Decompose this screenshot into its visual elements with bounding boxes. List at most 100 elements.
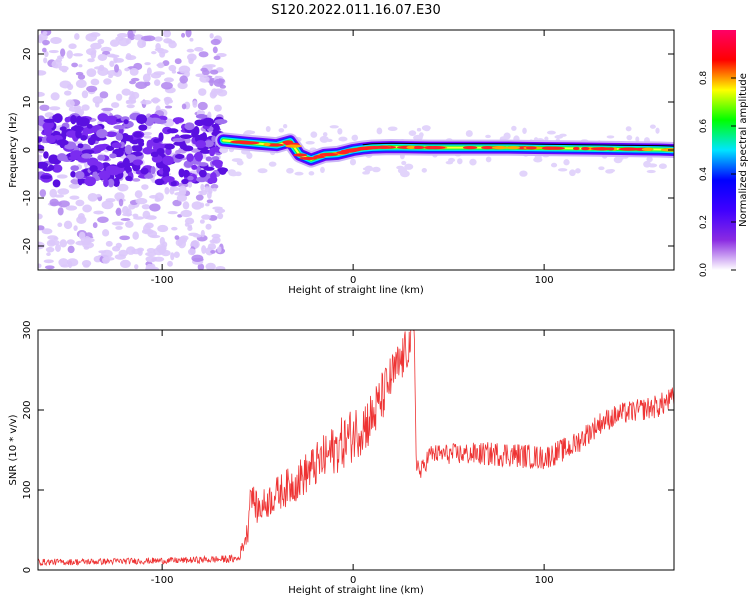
noise-band-blob [158,132,164,142]
noise-band-blob [157,162,165,168]
noise-speckle [39,104,50,111]
snr-y-tick-label: 0 [22,567,33,573]
signal-hotspot [313,155,325,159]
noise-speckle [120,217,131,222]
signal-hotspot [425,146,446,150]
noise-speckle [59,239,68,248]
noise-speckle [71,62,78,68]
signal-halo-speckle [337,128,343,135]
noise-speckle [117,183,129,192]
noise-speckle [153,79,161,86]
signal-halo-speckle [503,132,511,140]
signal-halo-speckle [522,127,527,134]
noise-band-blob [144,174,154,179]
noise-speckle [167,260,173,267]
noise-speckle [206,199,214,204]
noise-speckle [178,65,191,74]
noise-speckle [106,53,117,58]
signal-halo-speckle [376,127,383,135]
noise-band-blob [46,135,56,144]
noise-band-blob [132,159,144,166]
noise-speckle [43,259,54,264]
noise-speckle [208,214,218,221]
spectrogram-y-tick-label: 10 [22,96,33,109]
noise-speckle [180,209,193,218]
noise-band-blob [145,117,154,127]
noise-band-blob [199,133,207,139]
noise-band-blob [59,139,66,149]
signal-halo-speckle [413,134,423,141]
noise-band-blob [166,128,179,134]
noise-band-blob [138,124,148,131]
noise-band-blob [112,177,120,188]
noise-speckle [75,71,84,76]
signal-halo-speckle [606,135,615,139]
signal-halo-speckle [338,136,348,142]
noise-band-blob [174,154,185,160]
snr-y-tick-label: 200 [22,400,33,419]
noise-speckle [173,251,180,258]
noise-speckle [68,183,80,189]
noise-band-blob [77,143,84,149]
noise-speckle [67,245,75,254]
signal-halo-speckle [364,169,371,175]
signal-halo-speckle [559,133,567,137]
noise-speckle [90,78,100,86]
noise-speckle [168,64,177,72]
noise-band-blob [218,167,227,175]
noise-speckle [121,206,129,215]
spectrogram-x-tick-label: 0 [350,275,356,286]
noise-speckle [43,50,49,58]
noise-band-blob [164,143,175,150]
noise-speckle [170,186,175,190]
noise-speckle [60,48,66,57]
noise-speckle [58,200,70,208]
noise-speckle [210,88,218,98]
signal-hotspot [263,142,271,146]
signal-hotspot [285,144,302,148]
noise-speckle [50,92,60,101]
noise-speckle [142,73,151,83]
signal-halo-speckle [646,169,656,174]
noise-speckle [115,209,121,215]
signal-halo-speckle [557,168,568,172]
noise-speckle [125,100,130,104]
noise-speckle [205,203,210,207]
noise-band-blob [70,165,80,172]
spectrogram-y-tick-label: -10 [22,190,33,206]
noise-speckle [92,222,98,229]
noise-speckle [81,259,92,267]
noise-speckle [198,51,209,58]
colorbar-tick-label: 0.0 [699,263,709,278]
noise-speckle [108,74,114,79]
signal-halo-speckle [613,156,623,164]
noise-speckle [142,131,153,136]
noise-band-blob [124,144,133,155]
noise-speckle [101,200,114,210]
noise-speckle [38,91,45,97]
noise-speckle [124,67,130,72]
noise-speckle [197,263,205,270]
signal-halo-speckle [546,130,556,135]
noise-band-blob [191,164,198,170]
noise-band-blob [103,178,109,188]
noise-speckle [162,30,172,38]
noise-speckle [100,46,112,53]
noise-band-blob [43,120,55,129]
signal-hotspot [506,146,520,150]
noise-band-blob [87,137,96,146]
noise-speckle [132,178,141,182]
signal-halo-speckle [404,163,414,170]
noise-speckle [73,225,78,231]
noise-speckle [210,38,221,46]
noise-speckle [46,252,51,257]
noise-band-blob [68,156,79,161]
signal-halo-speckle [445,160,454,165]
noise-speckle [146,248,156,253]
noise-speckle [57,207,64,216]
spectrogram-y-tick-label: 20 [22,48,33,61]
noise-speckle [44,265,55,270]
noise-band-blob [154,178,165,186]
signal-halo-speckle [265,125,271,133]
noise-speckle [156,244,167,253]
